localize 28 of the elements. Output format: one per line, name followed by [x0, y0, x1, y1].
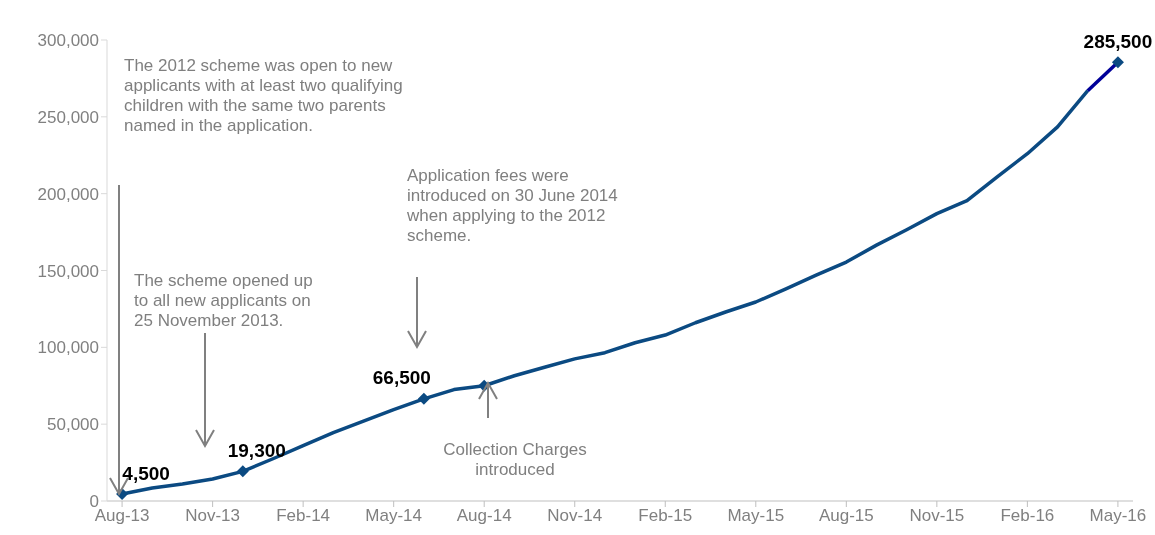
point: [1111, 56, 1124, 69]
x-tick-label: Feb-15: [638, 506, 693, 526]
x-tick-label: May-14: [365, 506, 423, 526]
data-label: 4,500: [122, 462, 170, 484]
annotation: Collection Charges introduced: [442, 440, 588, 480]
y-tick-label: 150,000: [37, 261, 99, 281]
data-label: 66,500: [372, 367, 431, 389]
y-tick-label: 200,000: [37, 184, 99, 204]
y-tick-label: 250,000: [37, 107, 99, 127]
annotation: The 2012 scheme was open to new applicants with at least two qualifying children with the same two parents named in the application.: [124, 56, 404, 136]
y-tick-label: 300,000: [37, 31, 99, 51]
annotation: The scheme opened up to all new applicants on 25 November 2013.: [134, 271, 314, 331]
x-tick-label: Aug-15: [818, 506, 874, 526]
x-tick-label: May-16: [1089, 506, 1147, 526]
x-tick-label: Nov-15: [909, 506, 965, 526]
data-label: 285,500: [1083, 30, 1153, 52]
point: [236, 465, 249, 478]
x-tick-label: Feb-14: [276, 506, 331, 526]
annotation: Application fees were introduced on 30 June 2014 when applying to the 2012 scheme.: [407, 166, 619, 246]
y-tick-label: 100,000: [37, 338, 99, 358]
y-tick-label: 50,000: [47, 415, 99, 435]
x-tick-label: Nov-14: [547, 506, 603, 526]
x-tick-label: Nov-13: [185, 506, 241, 526]
point: [417, 392, 430, 405]
x-tick-label: Aug-14: [456, 506, 512, 526]
data-label: 19,300: [227, 439, 286, 461]
x-tick-label: Feb-16: [1000, 506, 1055, 526]
x-tick-label: May-15: [727, 506, 785, 526]
